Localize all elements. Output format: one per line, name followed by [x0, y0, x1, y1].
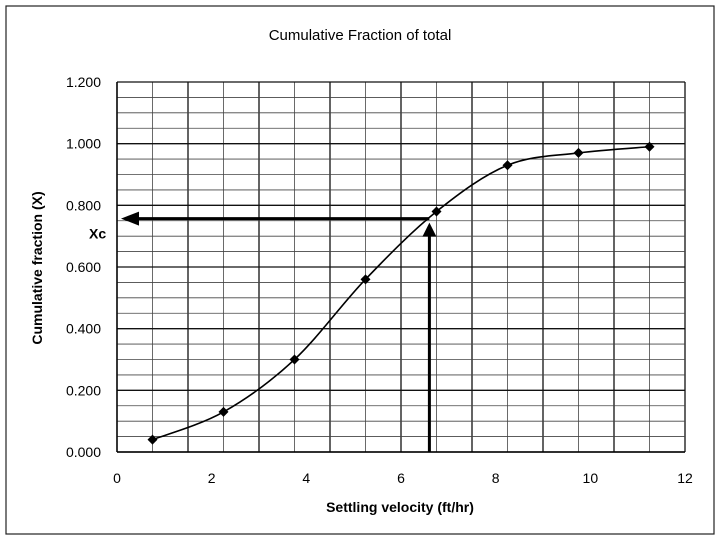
- y-tick-label: 0.800: [66, 197, 101, 213]
- y-tick-label: 0.600: [66, 259, 101, 275]
- y-tick-label: 0.000: [66, 444, 101, 460]
- series-line: [152, 145, 650, 441]
- axes: [116, 82, 685, 453]
- data-point: [360, 274, 371, 285]
- chart-frame: [5, 5, 715, 535]
- y-tick-labels: 0.000 0.200 0.400 0.600 0.800 1.000 1.200: [66, 74, 101, 460]
- x-tick-labels: 0 2 4 6 8 10 12: [113, 470, 693, 486]
- y-tick-label: 0.400: [66, 321, 101, 337]
- gridlines: [116, 81, 686, 453]
- x-tick-label: 8: [492, 470, 500, 486]
- chart-title: Cumulative Fraction of total: [269, 27, 452, 44]
- x-tick-label: 4: [302, 470, 310, 486]
- y-tick-label: 1.000: [66, 136, 101, 152]
- data-point: [289, 354, 300, 365]
- data-point: [431, 206, 442, 217]
- data-point: [502, 160, 513, 171]
- y-axis-label: Cumulative fraction (X): [29, 191, 45, 344]
- xc-left-arrowhead: [121, 211, 139, 226]
- y-tick-label: 1.200: [66, 74, 101, 90]
- data-point: [147, 434, 158, 445]
- x-axis-label: Settling velocity (ft/hr): [326, 499, 474, 515]
- data-markers: [147, 141, 655, 445]
- xc-label: Xc: [89, 226, 106, 242]
- x-tick-label: 0: [113, 470, 121, 486]
- x-tick-label: 10: [583, 470, 599, 486]
- y-tick-label: 0.200: [66, 382, 101, 398]
- data-point: [644, 141, 655, 152]
- x-tick-label: 6: [397, 470, 405, 486]
- xc-annotation: Xc: [89, 211, 437, 452]
- x-tick-label: 12: [677, 470, 693, 486]
- data-point: [573, 147, 584, 158]
- x-tick-label: 2: [208, 470, 216, 486]
- xc-up-arrowhead: [422, 222, 437, 237]
- data-point: [218, 406, 229, 417]
